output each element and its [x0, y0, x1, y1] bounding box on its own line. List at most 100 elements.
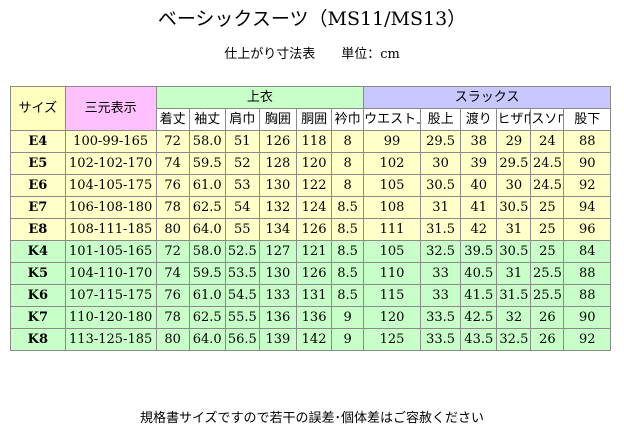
cell-katahaba: 56.5: [224, 328, 260, 351]
cell-watari: 41: [460, 196, 498, 219]
size-code: E7: [10, 196, 66, 219]
cell-watari: 41.5: [460, 284, 498, 307]
cell-susohaba: 24.5: [530, 152, 565, 175]
col-header-kitake: 着丈: [155, 108, 190, 131]
table-row: E6 104-105-175 76 61.0 53 130 122 8 105 30.5 40 30 2…: [10, 174, 611, 197]
cell-katahaba: 52.5: [224, 240, 260, 263]
table-row: K5 104-110-170 74 59.5 53.5 130 126 8.5 110 33 40.…: [10, 262, 611, 285]
cell-matagami: 31: [419, 196, 462, 219]
table-row: K7 110-120-180 78 62.5 55.5 136 136 9 120 33.5 42.…: [10, 306, 611, 329]
cell-sodetake: 61.0: [188, 174, 226, 197]
cell-sodetake: 61.0: [188, 284, 226, 307]
table-body: E4 100-99-165 72 58.0 51 126 118 8 99 29.5 38 29 24 8…: [10, 130, 611, 351]
table-row: K8 113-125-185 80 64.0 56.5 139 142 9 125 33.5 43.…: [10, 328, 611, 351]
col-header-doui: 胴囲: [296, 108, 333, 131]
cell-watari: 39: [460, 152, 498, 175]
cell-matashita: 88: [563, 130, 611, 153]
cell-doui: 122: [296, 174, 333, 197]
cell-sodetake: 64.0: [188, 328, 226, 351]
cell-matashita: 90: [563, 306, 611, 329]
cell-matashita: 96: [563, 218, 611, 241]
size-code: E6: [10, 174, 66, 197]
cell-matashita: 88: [563, 262, 611, 285]
cell-hizahaba: 32.5: [496, 328, 532, 351]
size-code: K4: [10, 240, 66, 263]
col-header-sodetake: 袖丈: [188, 108, 226, 131]
cell-sodetake: 58.0: [188, 130, 226, 153]
sangen-value: 104-105-175: [64, 174, 157, 197]
cell-kitake: 76: [155, 284, 190, 307]
cell-matagami: 32.5: [419, 240, 462, 263]
cell-hizahaba: 31: [496, 262, 532, 285]
cell-doui: 142: [296, 328, 333, 351]
cell-sodetake: 58.0: [188, 240, 226, 263]
cell-katahaba: 51: [224, 130, 260, 153]
slacks-group-header: スラックス: [363, 86, 611, 109]
cell-watari: 42.5: [460, 306, 498, 329]
size-code: E8: [10, 218, 66, 241]
cell-waist: 105: [363, 174, 421, 197]
cell-sodetake: 59.5: [188, 262, 226, 285]
cell-matagami: 33: [419, 284, 462, 307]
cell-hizahaba: 29.5: [496, 152, 532, 175]
cell-doui: 121: [296, 240, 333, 263]
table-row: E8 108-111-185 80 64.0 55 134 126 8.5 111 31.5 42 3…: [10, 218, 611, 241]
size-code: E5: [10, 152, 66, 175]
cell-doui: 126: [296, 262, 333, 285]
cell-waist: 115: [363, 284, 421, 307]
cell-kitake: 76: [155, 174, 190, 197]
cell-susohaba: 26: [530, 306, 565, 329]
cell-waist: 99: [363, 130, 421, 153]
cell-watari: 38: [460, 130, 498, 153]
cell-watari: 43.5: [460, 328, 498, 351]
table-row: K4 101-105-165 72 58.0 52.5 127 121 8.5 105 32.5 3…: [10, 240, 611, 263]
cell-susohaba: 26: [530, 328, 565, 351]
cell-kitake: 80: [155, 218, 190, 241]
cell-sodetake: 62.5: [188, 306, 226, 329]
cell-eriHaba: 9: [331, 328, 365, 351]
cell-susohaba: 25.5: [530, 262, 565, 285]
col-header-katahaba: 肩巾: [224, 108, 260, 131]
cell-susohaba: 25: [530, 218, 565, 241]
cell-waist: 111: [363, 218, 421, 241]
cell-hizahaba: 31: [496, 218, 532, 241]
cell-hizahaba: 31.5: [496, 284, 532, 307]
cell-waist: 102: [363, 152, 421, 175]
col-header-hizahaba: ヒザ巾: [496, 108, 532, 131]
cell-eriHaba: 8: [331, 174, 365, 197]
table-row: E4 100-99-165 72 58.0 51 126 118 8 99 29.5 38 29 24 8…: [10, 130, 611, 153]
table-row: K6 107-115-175 76 61.0 54.5 133 131 8.5 115 33 41.…: [10, 284, 611, 307]
cell-katahaba: 53.5: [224, 262, 260, 285]
cell-kitake: 74: [155, 262, 190, 285]
cell-matashita: 84: [563, 240, 611, 263]
cell-watari: 42: [460, 218, 498, 241]
cell-matagami: 30: [419, 152, 462, 175]
cell-hizahaba: 32: [496, 306, 532, 329]
jacket-group-header: 上衣: [155, 86, 365, 109]
col-header-matashita: 股下: [563, 108, 611, 131]
cell-hizahaba: 30.5: [496, 240, 532, 263]
cell-kyoui: 127: [258, 240, 298, 263]
cell-eriHaba: 8: [331, 152, 365, 175]
cell-watari: 39.5: [460, 240, 498, 263]
cell-matashita: 90: [563, 152, 611, 175]
cell-doui: 136: [296, 306, 333, 329]
size-code: K8: [10, 328, 66, 351]
cell-katahaba: 52: [224, 152, 260, 175]
sangen-value: 101-105-165: [64, 240, 157, 263]
cell-doui: 120: [296, 152, 333, 175]
table-row: E7 106-108-180 78 62.5 54 132 124 8.5 108 31 41 30.…: [10, 196, 611, 219]
footer-note: 規格書サイズですので若干の誤差･個体差はご容赦ください: [139, 411, 485, 426]
sangen-value: 108-111-185: [64, 218, 157, 241]
sangen-value: 106-108-180: [64, 196, 157, 219]
col-header-matagami: 股上: [419, 108, 462, 131]
col-header-eriHaba: 衿巾: [331, 108, 365, 131]
page-title: ベーシックスーツ（MS11/MS13）: [157, 8, 467, 30]
cell-matashita: 92: [563, 328, 611, 351]
cell-eriHaba: 9: [331, 306, 365, 329]
size-table: サイズ 三元表示 上衣 スラックス 着丈袖丈肩巾胸囲胴囲衿巾ウエスト上り股上渡り…: [10, 86, 611, 351]
size-code: K7: [10, 306, 66, 329]
sangen-value: 102-102-170: [64, 152, 157, 175]
cell-kyoui: 139: [258, 328, 298, 351]
cell-doui: 124: [296, 196, 333, 219]
